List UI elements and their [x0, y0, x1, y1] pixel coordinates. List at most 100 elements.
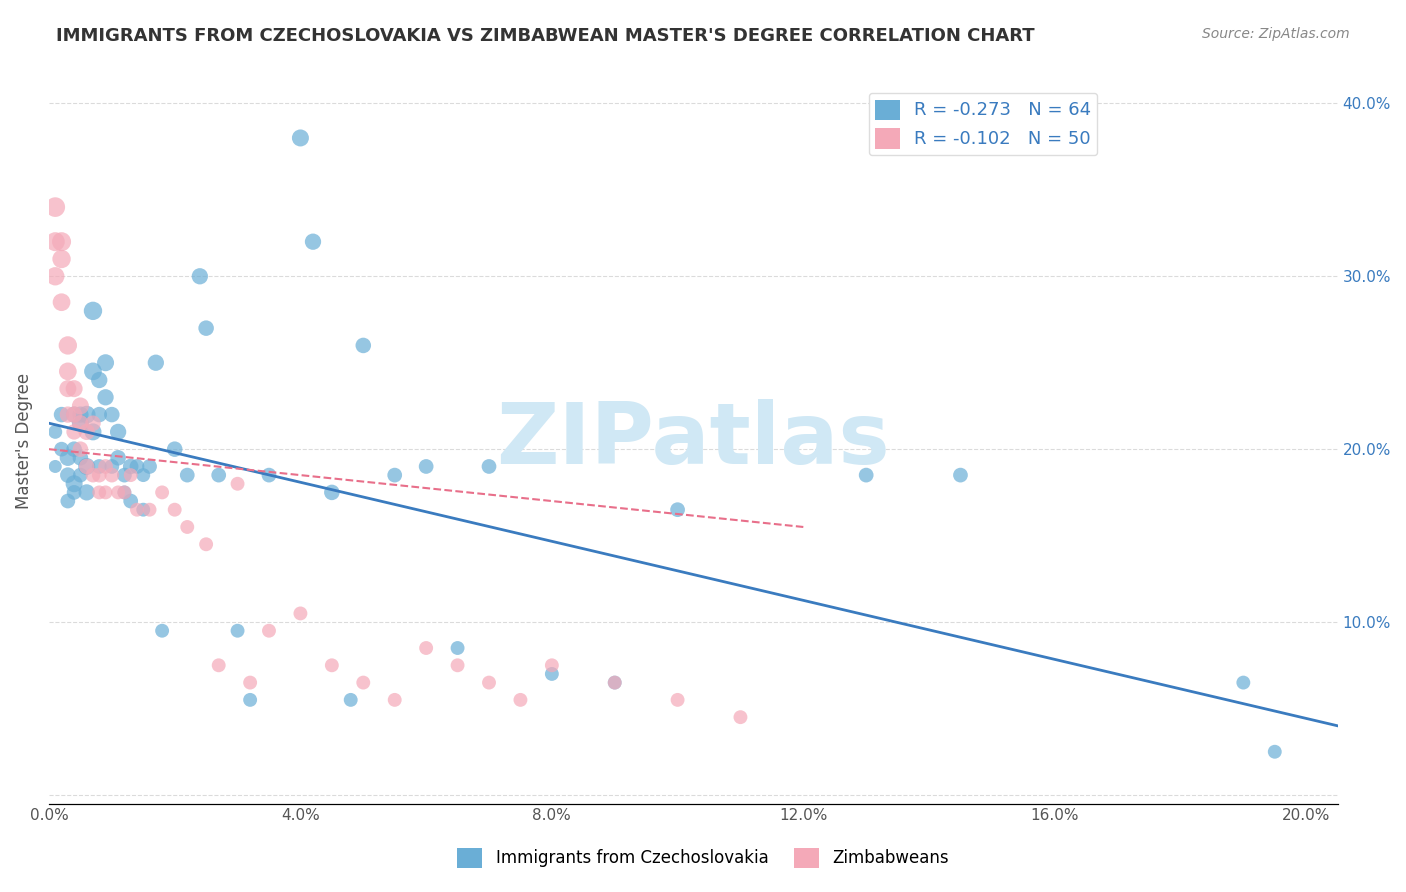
Point — [56, 382, 79, 396]
Point — [56, 408, 79, 422]
Point — [44, 425, 66, 439]
Point — [163, 442, 186, 457]
Y-axis label: Master's Degree: Master's Degree — [15, 373, 32, 508]
Point — [89, 485, 111, 500]
Point — [107, 450, 129, 465]
Point — [63, 382, 86, 396]
Point — [132, 468, 155, 483]
Point — [69, 416, 91, 430]
Point — [257, 624, 280, 638]
Point — [855, 468, 877, 483]
Point — [150, 485, 173, 500]
Point — [290, 131, 312, 145]
Point — [89, 408, 111, 422]
Point — [107, 485, 129, 500]
Point — [176, 468, 198, 483]
Point — [94, 485, 117, 500]
Point — [208, 468, 231, 483]
Point — [603, 675, 626, 690]
Point — [63, 408, 86, 422]
Point — [63, 485, 86, 500]
Point — [302, 235, 325, 249]
Point — [51, 408, 73, 422]
Point — [112, 468, 135, 483]
Point — [56, 450, 79, 465]
Point — [56, 338, 79, 352]
Point — [290, 607, 312, 621]
Point — [44, 269, 66, 284]
Point — [101, 459, 124, 474]
Point — [63, 476, 86, 491]
Legend: R = -0.273   N = 64, R = -0.102   N = 50: R = -0.273 N = 64, R = -0.102 N = 50 — [869, 93, 1097, 155]
Point — [352, 675, 374, 690]
Point — [509, 693, 531, 707]
Point — [69, 416, 91, 430]
Point — [76, 425, 98, 439]
Point — [94, 459, 117, 474]
Point — [107, 425, 129, 439]
Point — [94, 356, 117, 370]
Point — [603, 675, 626, 690]
Point — [478, 675, 501, 690]
Point — [188, 269, 211, 284]
Point — [89, 468, 111, 483]
Point — [321, 658, 343, 673]
Point — [82, 416, 104, 430]
Point — [69, 408, 91, 422]
Text: Source: ZipAtlas.com: Source: ZipAtlas.com — [1202, 27, 1350, 41]
Point — [415, 640, 437, 655]
Point — [1264, 745, 1286, 759]
Point — [69, 442, 91, 457]
Point — [226, 476, 249, 491]
Point — [226, 624, 249, 638]
Point — [666, 693, 689, 707]
Point — [125, 459, 148, 474]
Point — [101, 468, 124, 483]
Point — [666, 502, 689, 516]
Point — [239, 675, 262, 690]
Point — [69, 399, 91, 413]
Point — [120, 468, 142, 483]
Point — [446, 640, 468, 655]
Point — [51, 295, 73, 310]
Point — [384, 693, 406, 707]
Point — [101, 408, 124, 422]
Point — [478, 459, 501, 474]
Point — [195, 321, 218, 335]
Point — [82, 425, 104, 439]
Point — [132, 502, 155, 516]
Point — [120, 459, 142, 474]
Point — [120, 494, 142, 508]
Point — [415, 459, 437, 474]
Point — [208, 658, 231, 673]
Point — [51, 235, 73, 249]
Point — [384, 468, 406, 483]
Point — [69, 468, 91, 483]
Point — [257, 468, 280, 483]
Point — [63, 442, 86, 457]
Point — [63, 408, 86, 422]
Point — [1232, 675, 1254, 690]
Point — [125, 502, 148, 516]
Point — [339, 693, 361, 707]
Point — [44, 235, 66, 249]
Point — [76, 408, 98, 422]
Point — [89, 373, 111, 387]
Text: IMMIGRANTS FROM CZECHOSLOVAKIA VS ZIMBABWEAN MASTER'S DEGREE CORRELATION CHART: IMMIGRANTS FROM CZECHOSLOVAKIA VS ZIMBAB… — [56, 27, 1035, 45]
Point — [150, 624, 173, 638]
Point — [321, 485, 343, 500]
Point — [56, 494, 79, 508]
Point — [176, 520, 198, 534]
Point — [112, 485, 135, 500]
Point — [82, 364, 104, 378]
Point — [145, 356, 167, 370]
Point — [163, 502, 186, 516]
Point — [51, 442, 73, 457]
Point — [51, 252, 73, 266]
Point — [94, 390, 117, 404]
Point — [949, 468, 972, 483]
Point — [446, 658, 468, 673]
Point — [63, 425, 86, 439]
Point — [730, 710, 752, 724]
Point — [56, 364, 79, 378]
